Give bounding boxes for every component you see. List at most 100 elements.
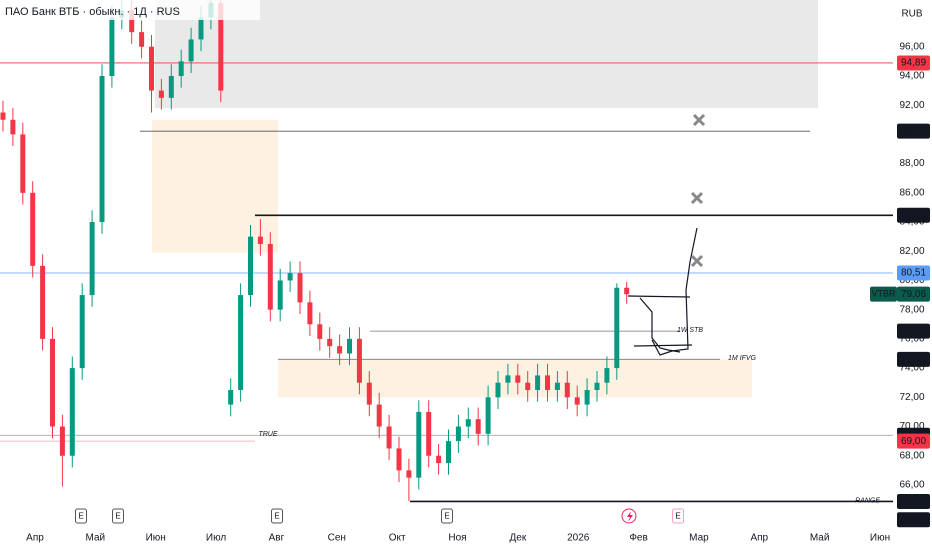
- candle-body: [238, 295, 244, 390]
- event-badge: [271, 508, 283, 524]
- candle-body: [515, 375, 521, 383]
- candle-body: [69, 368, 75, 456]
- candle-body: [446, 441, 451, 464]
- candle-body: [168, 75, 174, 98]
- event-badge-label: E: [675, 512, 680, 521]
- price-tag: [897, 493, 930, 509]
- zone: [155, 0, 818, 109]
- candle-body: [30, 192, 36, 266]
- last-price-symbol-tag: [870, 286, 897, 302]
- y-tick-label: 92,00: [899, 100, 924, 111]
- candle-body: [426, 411, 432, 456]
- candle-body: [436, 455, 442, 464]
- projection-drawing: [627, 227, 698, 356]
- cross-marker: [690, 191, 704, 205]
- plot-area: 1W STB 1M IFVG TRUE RANGE: [0, 0, 893, 504]
- candle-body: [188, 39, 194, 62]
- candle-body: [614, 287, 620, 369]
- y-tick-label: 78,00: [899, 304, 924, 315]
- candle-body: [584, 390, 590, 405]
- candle-body: [109, 17, 115, 76]
- cross-marker: [692, 113, 706, 127]
- y-tick-label: 94,00: [899, 71, 924, 82]
- candle-body: [307, 302, 313, 325]
- cross-markers: [690, 113, 706, 268]
- candle-body: [20, 134, 26, 193]
- x-tick-label: Ноя: [448, 533, 466, 544]
- price-tag: [897, 351, 930, 367]
- candle-body: [416, 411, 422, 478]
- candle-body: [545, 375, 550, 390]
- x-tick-label: Май: [86, 533, 106, 544]
- candle-body: [396, 448, 402, 471]
- price-tag-label: 94,89: [901, 58, 926, 69]
- event-badge-label: E: [274, 512, 279, 521]
- x-tick-label: Июн: [870, 533, 890, 544]
- candle-body: [10, 119, 16, 135]
- level-text: 1W STB: [677, 327, 703, 334]
- candle-body: [99, 75, 105, 223]
- x-tick-label: Апр: [750, 533, 768, 544]
- y-tick-label: 76,00: [899, 334, 924, 345]
- drawing-line: [651, 227, 698, 356]
- candle-body: [554, 382, 560, 390]
- x-tick-label: Май: [810, 533, 830, 544]
- candle-body: [277, 280, 283, 310]
- candle-body: [386, 426, 392, 449]
- candle-body: [317, 324, 323, 339]
- candle-body: [158, 90, 164, 98]
- candle-body: [228, 390, 234, 405]
- price-tag: [897, 512, 930, 528]
- price-tag: [897, 123, 930, 139]
- y-tick-label: 86,00: [899, 187, 924, 198]
- price-tag-label: 74,60: [901, 354, 926, 365]
- background: [152, 0, 818, 398]
- event-badge: [112, 508, 124, 524]
- title-backdrop: [0, 0, 260, 20]
- y-tick-label: 96,00: [899, 41, 924, 52]
- candle-body: [535, 375, 541, 390]
- candle-body: [79, 295, 85, 369]
- x-tick-label: Авг: [269, 533, 285, 544]
- candle-body: [40, 265, 46, 339]
- candle-body: [139, 32, 145, 47]
- candle-body: [356, 338, 362, 383]
- price-tag-label: 90,22: [901, 126, 926, 137]
- last-price-tag: [897, 286, 930, 302]
- candle-body: [505, 375, 511, 383]
- y-tick-label: 74,00: [899, 363, 924, 374]
- drawing-line: [627, 295, 691, 298]
- event-badge: [75, 508, 87, 524]
- level-text: TRUE: [258, 431, 277, 438]
- candle-body: [248, 236, 253, 296]
- candle-body: [406, 470, 412, 478]
- price-tag: [897, 265, 930, 281]
- price-tag-label: 64,87: [901, 496, 926, 507]
- candle-body: [604, 368, 610, 383]
- candle-body: [366, 382, 372, 405]
- last-price-label: 79,06: [901, 289, 926, 300]
- candle-body: [218, 2, 224, 91]
- y-tick-label: 68,00: [899, 450, 924, 461]
- x-tick-label: Сен: [328, 533, 346, 544]
- candle-body: [475, 419, 481, 434]
- y-tick-label: 82,00: [899, 246, 924, 257]
- candle-body: [337, 346, 343, 354]
- candle-body: [50, 338, 55, 427]
- x-tick-label: Окт: [389, 533, 406, 544]
- price-tag-label: 80,51: [901, 268, 926, 279]
- event-badge-label: E: [444, 512, 449, 521]
- candle-body: [178, 61, 184, 76]
- y-tick-label: 72,00: [899, 392, 924, 403]
- candle-body: [59, 426, 65, 456]
- price-tag-label: 84,46: [901, 210, 926, 221]
- candle-body: [347, 338, 352, 354]
- candle-body: [297, 273, 303, 303]
- y-tick-label: 66,00: [899, 480, 924, 491]
- candle-body: [257, 236, 263, 244]
- candle-body: [149, 46, 154, 91]
- candle-body: [327, 338, 333, 347]
- price-tag: [897, 207, 930, 223]
- level-text: 1M IFVG: [728, 355, 757, 362]
